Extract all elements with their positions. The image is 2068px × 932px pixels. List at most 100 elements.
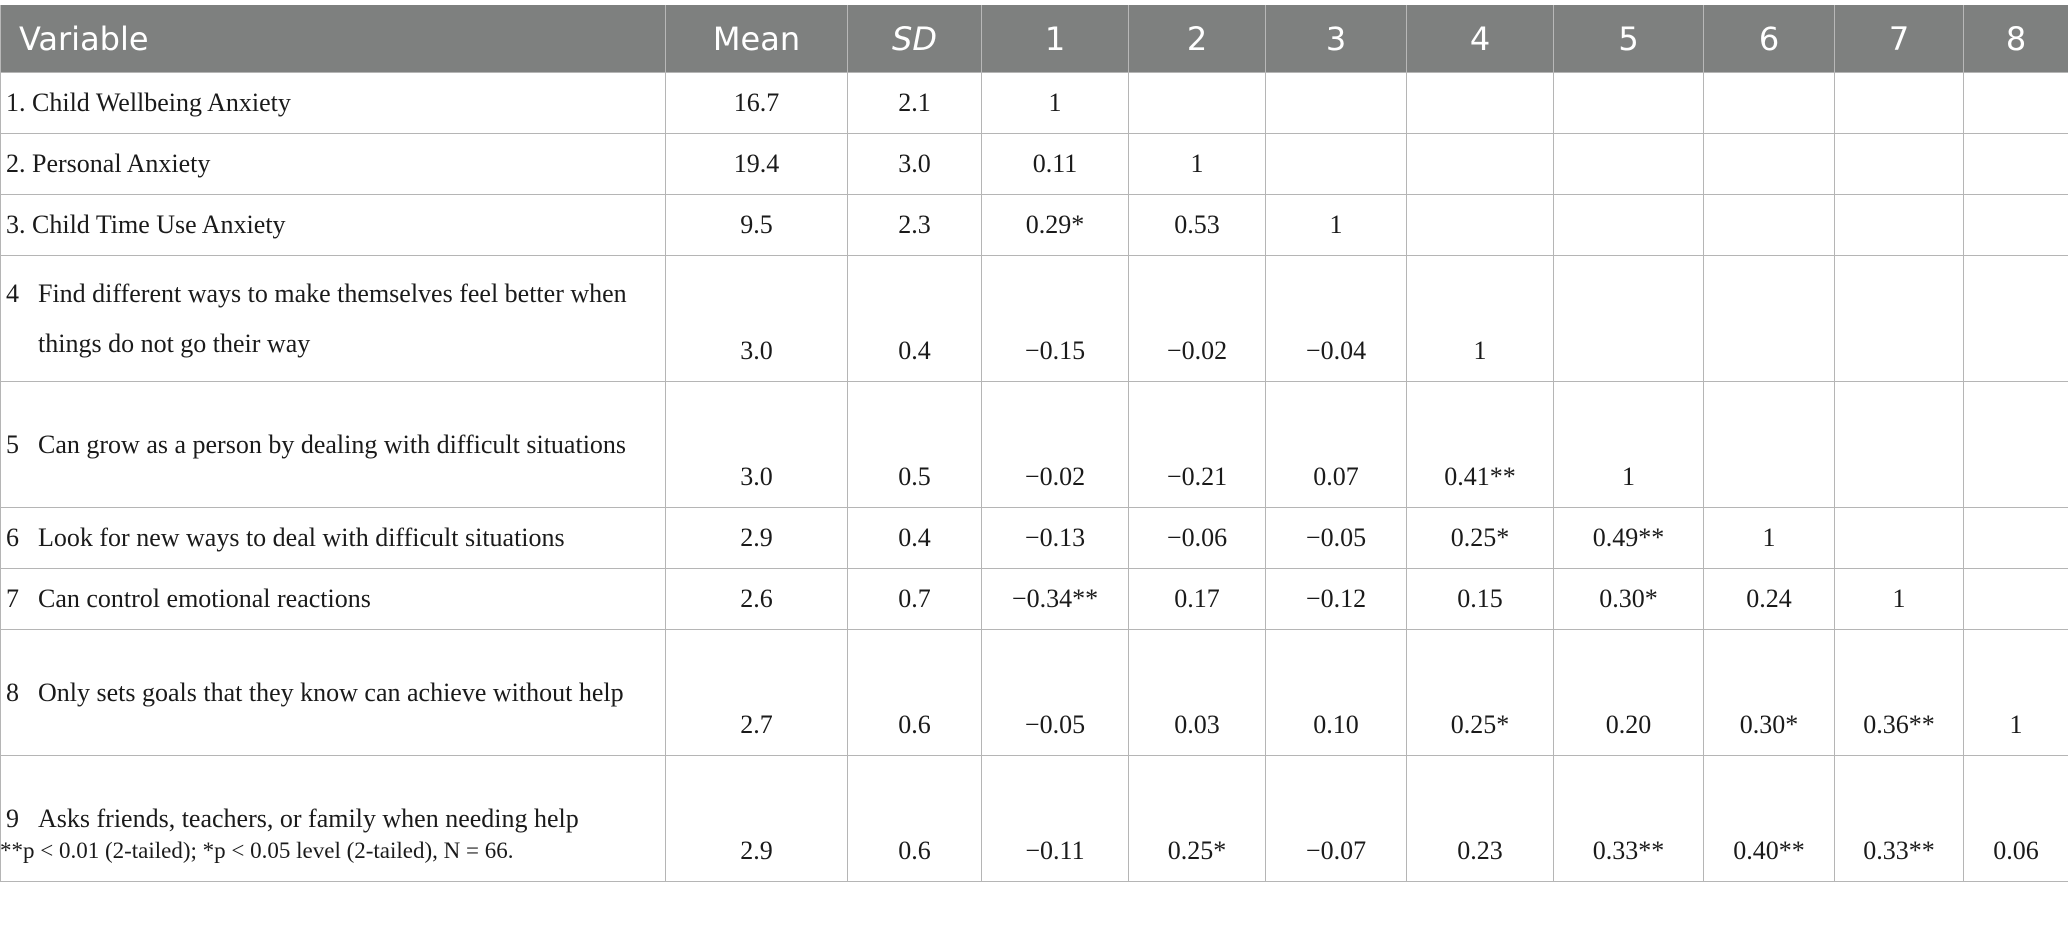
cell-c6: 0.30* (1703, 629, 1835, 756)
header-variable: Variable (0, 5, 666, 73)
table-row: 2. Personal Anxiety 19.4 3.0 0.11 1 (0, 133, 2068, 195)
variable-label: 2. Personal Anxiety (6, 149, 211, 178)
header-sd: SD (847, 5, 982, 73)
cell-c3 (1265, 72, 1407, 134)
cell-c8 (1963, 133, 2068, 195)
cell-c8 (1963, 72, 2068, 134)
cell-c5 (1553, 133, 1704, 195)
cell-c4: 0.25* (1406, 507, 1554, 569)
cell-c7: 0.36** (1834, 629, 1964, 756)
cell-c5: 0.49** (1553, 507, 1704, 569)
cell-mean: 2.9 (665, 755, 848, 882)
cell-c1: 1 (981, 72, 1129, 134)
cell-c3: −0.05 (1265, 507, 1407, 569)
cell-c3: −0.07 (1265, 755, 1407, 882)
cell-sd: 0.5 (847, 381, 982, 508)
cell-c2: 1 (1128, 133, 1266, 195)
cell-c8 (1963, 507, 2068, 569)
cell-mean: 19.4 (665, 133, 848, 195)
cell-c7 (1834, 72, 1964, 134)
cell-mean: 3.0 (665, 255, 848, 382)
cell-c8 (1963, 255, 2068, 382)
cell-c6 (1703, 194, 1835, 256)
variable-label: 1. Child Wellbeing Anxiety (6, 88, 291, 117)
cell-mean: 2.6 (665, 568, 848, 630)
table-row: 7 Can control emotional reactions 2.6 0.7 −0… (0, 568, 2068, 630)
cell-c4: 0.25* (1406, 629, 1554, 756)
cell-c3: −0.04 (1265, 255, 1407, 382)
cell-c6 (1703, 381, 1835, 508)
table-row: 6 Look for new ways to deal with difficul… (0, 507, 2068, 569)
cell-c6 (1703, 133, 1835, 195)
cell-c1: −0.02 (981, 381, 1129, 508)
cell-sd: 3.0 (847, 133, 982, 195)
header-col-6: 6 (1703, 5, 1835, 73)
cell-c4 (1406, 133, 1554, 195)
cell-sd: 0.6 (847, 629, 982, 756)
cell-sd: 0.4 (847, 255, 982, 382)
cell-mean: 16.7 (665, 72, 848, 134)
cell-c4: 0.41** (1406, 381, 1554, 508)
cell-c7: 1 (1834, 568, 1964, 630)
cell-c4 (1406, 194, 1554, 256)
cell-c6 (1703, 72, 1835, 134)
cell-c2: −0.06 (1128, 507, 1266, 569)
cell-c5 (1553, 255, 1704, 382)
cell-c7 (1834, 507, 1964, 569)
cell-c1: 0.11 (981, 133, 1129, 195)
cell-c8: 0.06 (1963, 755, 2068, 882)
cell-c1: −0.15 (981, 255, 1129, 382)
table-row: 3. Child Time Use Anxiety 9.5 2.3 0.29* 0.53… (0, 194, 2068, 256)
cell-c5 (1553, 72, 1704, 134)
variable-cell: 2. Personal Anxiety (0, 133, 666, 195)
cell-c2 (1128, 72, 1266, 134)
variable-label: Only sets goals that they know can achie… (38, 677, 624, 707)
table-row: 5 Can grow as a person by dealing with di… (0, 381, 2068, 508)
cell-mean: 2.9 (665, 507, 848, 569)
variable-number: 9 (6, 803, 19, 833)
cell-c8 (1963, 381, 2068, 508)
cell-c1: −0.11 (981, 755, 1129, 882)
variable-cell: 4 Find different ways to make themselves … (0, 255, 666, 382)
header-mean: Mean (665, 5, 848, 73)
variable-cell: 7 Can control emotional reactions (0, 568, 666, 630)
variable-number: 7 (6, 584, 19, 613)
cell-c5 (1553, 194, 1704, 256)
cell-c2: 0.53 (1128, 194, 1266, 256)
cell-c4 (1406, 72, 1554, 134)
header-col-1: 1 (981, 5, 1129, 73)
cell-mean: 3.0 (665, 381, 848, 508)
table-header-row: Variable Mean SD 1 2 3 4 5 6 7 8 (0, 5, 2068, 73)
variable-cell: 8 Only sets goals that they know can achi… (0, 629, 666, 756)
cell-sd: 0.7 (847, 568, 982, 630)
table-row: 4 Find different ways to make themselves … (0, 255, 2068, 382)
cell-c5: 0.33** (1553, 755, 1704, 882)
cell-c7 (1834, 381, 1964, 508)
table-row: 8 Only sets goals that they know can achi… (0, 629, 2068, 756)
cell-c2: 0.17 (1128, 568, 1266, 630)
variable-label: Look for new ways to deal with difficult… (38, 523, 565, 552)
cell-c2: 0.25* (1128, 755, 1266, 882)
cell-c7 (1834, 133, 1964, 195)
header-col-4: 4 (1406, 5, 1554, 73)
table-footnote: **p < 0.01 (2-tailed); *p < 0.05 level (… (0, 838, 514, 864)
cell-c2: −0.02 (1128, 255, 1266, 382)
cell-c6: 0.40** (1703, 755, 1835, 882)
variable-cell: 3. Child Time Use Anxiety (0, 194, 666, 256)
cell-c4: 0.15 (1406, 568, 1554, 630)
variable-number: 8 (6, 677, 19, 707)
cell-c3: −0.12 (1265, 568, 1407, 630)
header-col-5: 5 (1553, 5, 1704, 73)
variable-cell: 5 Can grow as a person by dealing with di… (0, 381, 666, 508)
table-row: 1. Child Wellbeing Anxiety 16.7 2.1 1 (0, 72, 2068, 134)
cell-c3: 0.10 (1265, 629, 1407, 756)
cell-c1: −0.05 (981, 629, 1129, 756)
variable-label: 3. Child Time Use Anxiety (6, 210, 286, 239)
cell-sd: 0.6 (847, 755, 982, 882)
cell-c3: 1 (1265, 194, 1407, 256)
variable-cell: 6 Look for new ways to deal with difficul… (0, 507, 666, 569)
cell-sd: 2.3 (847, 194, 982, 256)
cell-c5: 0.20 (1553, 629, 1704, 756)
header-col-3: 3 (1265, 5, 1407, 73)
cell-c7: 0.33** (1834, 755, 1964, 882)
